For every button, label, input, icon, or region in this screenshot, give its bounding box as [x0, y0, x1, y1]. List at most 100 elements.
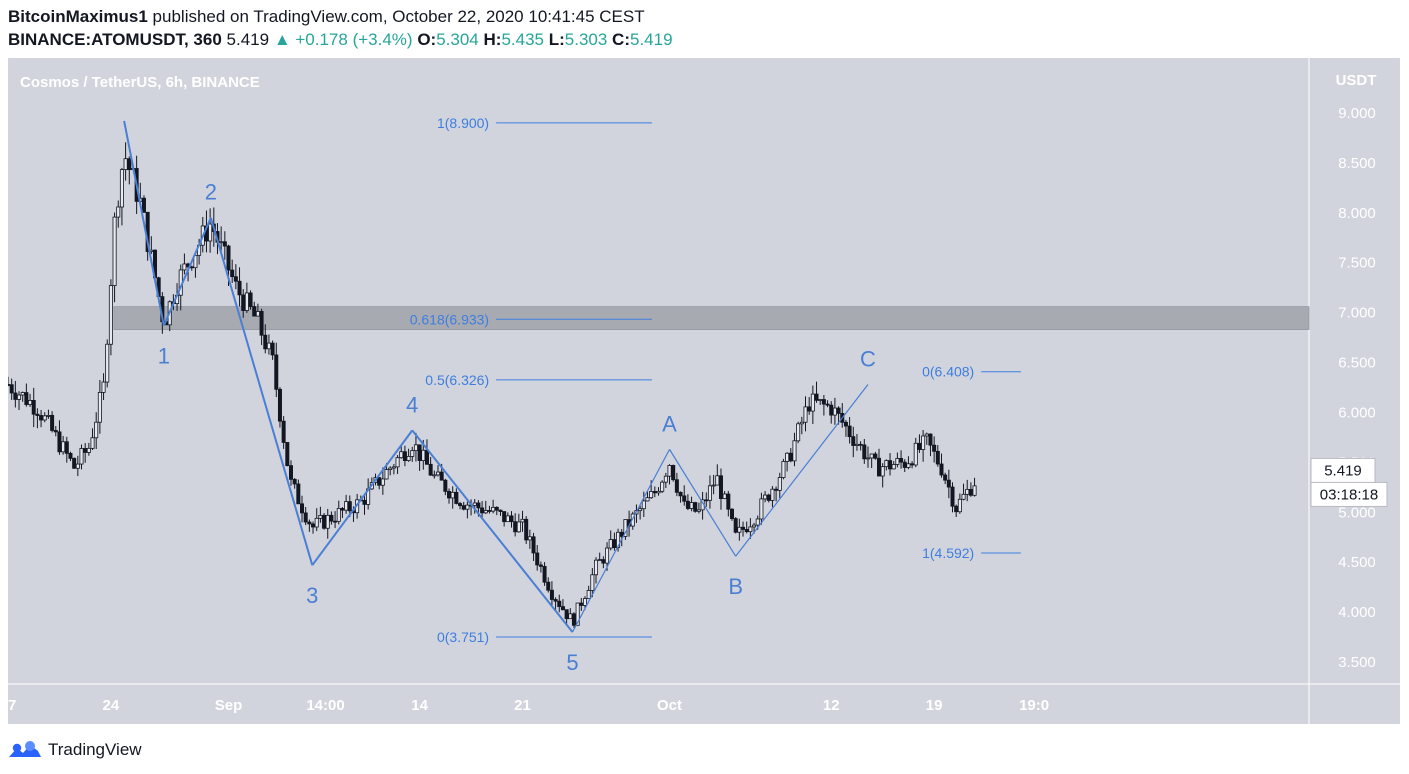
candle-body [406, 456, 411, 461]
candle-body [266, 342, 271, 350]
x-tick-label: Sep [215, 697, 243, 714]
up-triangle-icon: ▲ [273, 30, 291, 49]
close-value: 5.419 [630, 30, 673, 49]
candle-body [888, 460, 893, 470]
candle-body [829, 404, 834, 416]
candle-body [384, 469, 389, 480]
tradingview-brand[interactable]: TradingView [48, 740, 142, 759]
candle-body [417, 444, 422, 461]
price-chart[interactable]: Cosmos / TetherUS, 6h, BINANCE USDT 9.00… [8, 58, 1400, 724]
candle-body [575, 602, 580, 626]
candle-body [799, 421, 804, 425]
candle-body [696, 509, 701, 512]
y-tick-label: 6.000 [1338, 404, 1376, 421]
chart-area[interactable]: Cosmos / TetherUS, 6h, BINANCE USDT 9.00… [8, 58, 1400, 724]
candle-body [263, 334, 268, 350]
candle-body [520, 518, 525, 523]
candle-body [465, 504, 470, 510]
candle-body [75, 463, 80, 469]
candle-body [858, 443, 863, 446]
candle-body [255, 311, 260, 317]
candle-body [586, 590, 591, 599]
x-tick-label: Oct [657, 697, 682, 714]
close-label: C: [612, 30, 630, 49]
candle-body [663, 475, 668, 483]
candle-body [818, 399, 823, 401]
candle-body [244, 292, 249, 311]
wave-segment [411, 429, 574, 633]
candle-body [277, 388, 282, 422]
candle-body [248, 292, 253, 307]
candle-body [869, 453, 874, 459]
candle-body [660, 481, 665, 492]
x-tick-label: 17 [8, 697, 16, 714]
candle-body [910, 463, 915, 466]
candle-body [252, 306, 257, 317]
candle-body [965, 488, 970, 495]
candle-body [711, 484, 716, 487]
tradingview-logo-icon[interactable] [8, 740, 42, 760]
wave-label-4: 4 [406, 392, 418, 417]
candle-body [557, 600, 562, 607]
candle-body [807, 406, 812, 412]
candle-body [946, 479, 951, 488]
candle-body [957, 498, 962, 513]
y-tick-label: 3.500 [1338, 654, 1376, 671]
candle-body [667, 465, 672, 477]
x-tick-label: 21 [514, 697, 531, 714]
candle-body [638, 508, 643, 511]
candle-body [880, 466, 885, 477]
price-change: +0.178 (+3.4%) [295, 30, 413, 49]
wave-segment [571, 449, 671, 633]
candle-body [97, 392, 102, 423]
candle-body [432, 474, 437, 477]
candle-body [814, 393, 819, 401]
candle-body [336, 508, 341, 522]
candle-body [72, 457, 77, 469]
candle-body [737, 526, 742, 533]
candle-body [325, 514, 330, 529]
candle-body [410, 450, 415, 457]
candle-body [652, 491, 657, 494]
high-label: H: [483, 30, 502, 49]
candle-body [494, 506, 499, 511]
symbol-label[interactable]: BINANCE:ATOMUSDT, 360 [8, 30, 222, 49]
candle-body [64, 441, 69, 454]
candle-body [380, 478, 385, 486]
candle-body [796, 423, 801, 442]
candle-body [435, 471, 440, 476]
candle-body [68, 452, 73, 459]
author-name[interactable]: BitcoinMaximus1 [8, 7, 148, 26]
footer: TradingView [8, 736, 142, 764]
open-value: 5.304 [436, 30, 479, 49]
open-label: O: [417, 30, 437, 49]
candle-body [13, 392, 18, 400]
candle-body [274, 354, 279, 390]
candle-body [704, 499, 709, 502]
x-tick-label: 14:00 [306, 697, 344, 714]
candle-body [630, 513, 635, 527]
candle-body [542, 566, 547, 583]
candle-body [307, 521, 312, 525]
candle-body [182, 263, 187, 271]
candle-body [491, 506, 496, 512]
candle-body [891, 464, 896, 470]
candle-body [472, 502, 477, 506]
candle-body [28, 400, 33, 405]
candle-body [270, 342, 275, 356]
candle-body [101, 381, 106, 393]
wave-segment [735, 384, 869, 557]
candle-body [913, 442, 918, 466]
candle-body [671, 465, 676, 481]
fib-abc-label: 0(6.408) [922, 364, 974, 380]
candle-body [20, 392, 25, 396]
candle-body [483, 510, 488, 514]
candle-body [105, 343, 110, 383]
x-tick-label: 24 [103, 697, 120, 714]
candle-body [46, 414, 51, 417]
candle-body [748, 526, 753, 533]
candle-body [219, 241, 224, 244]
candle-body [579, 602, 584, 606]
candle-body [296, 483, 301, 505]
x-tick-label: 12 [823, 697, 840, 714]
